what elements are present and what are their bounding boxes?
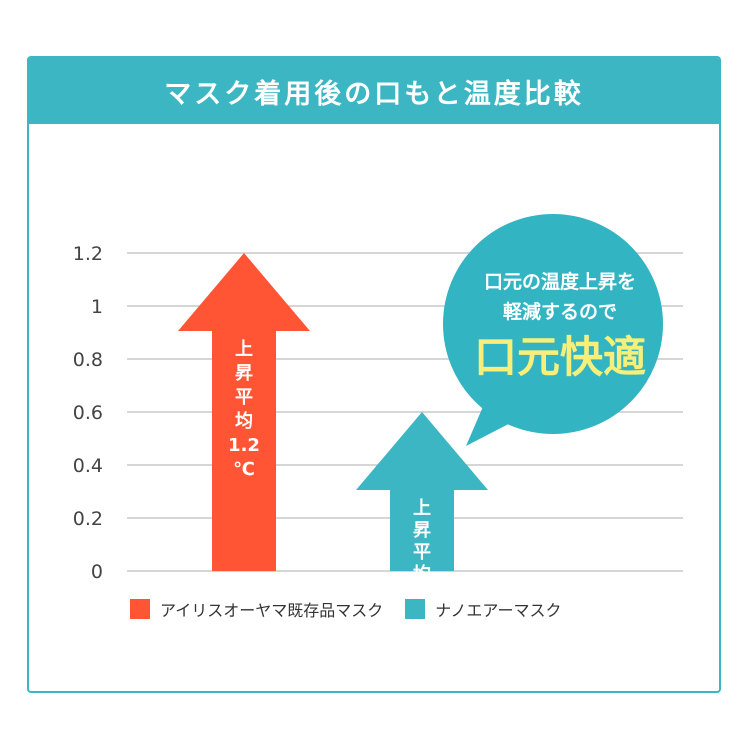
y-tick-label: 0 (91, 561, 103, 583)
callout-bubble-circle (443, 214, 663, 434)
y-tick-label: 1.2 (73, 243, 103, 265)
bar-arrow-2 (356, 412, 488, 571)
bar-data-label: 平 (235, 387, 253, 408)
bar-arrow-1 (178, 253, 310, 571)
legend-item-series2: ナノエアーマスク (405, 597, 561, 621)
bar-data-label: 上 (235, 339, 253, 360)
y-tick-label: 0.4 (73, 455, 103, 477)
y-tick-label: 0.2 (73, 508, 103, 530)
callout-line2: 軽減するので (503, 300, 617, 323)
bar-data-label: 均 (235, 410, 253, 432)
bar-data-label: 昇 (235, 363, 253, 384)
legend-swatch (130, 599, 150, 619)
bar-data-label: 均 (413, 563, 431, 585)
chart-legend: アイリスオーヤマ既存品マスク ナノエアーマスク (130, 597, 583, 621)
bar-data-label: 平 (413, 542, 431, 563)
y-tick-label: 0.6 (73, 402, 103, 424)
y-axis-ticks: 0 0.2 0.4 0.6 0.8 1 1.2 (73, 243, 103, 583)
legend-swatch (405, 599, 426, 619)
y-tick-label: 0.8 (73, 349, 103, 371)
legend-label: ナノエアーマスク (435, 601, 562, 620)
callout-line1: 口元の温度上昇を (484, 270, 636, 293)
bar-data-label: ℃ (233, 459, 255, 480)
legend-label: アイリスオーヤマ既存品マスク (160, 601, 384, 620)
callout-emphasis: 口元快適 (474, 333, 646, 383)
legend-item-series1: アイリスオーヤマ既存品マスク (130, 597, 383, 621)
bar-data-label: 1.2 (228, 435, 260, 456)
bar-data-label: 昇 (413, 520, 431, 541)
bar-data-label: 上 (413, 498, 431, 519)
chart-title: マスク着用後の口もと温度比較 (29, 58, 719, 124)
callout-bubble: 口元の温度上昇を 軽減するので 口元快適 (443, 214, 663, 446)
y-tick-label: 1 (91, 296, 103, 318)
